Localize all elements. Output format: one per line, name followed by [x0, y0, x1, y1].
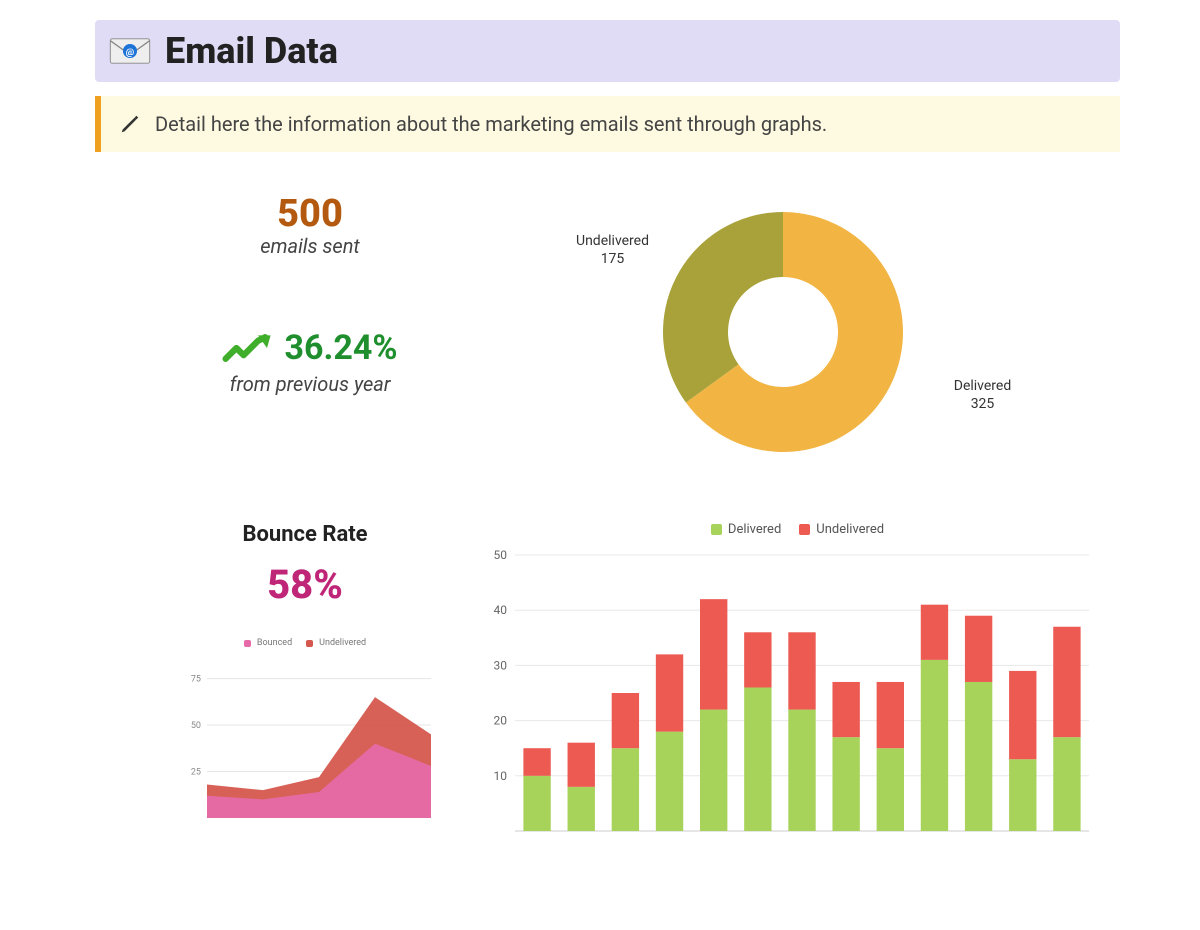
legend-bounced: Bounced — [244, 638, 292, 648]
pen-icon — [119, 113, 141, 135]
svg-text:50: 50 — [494, 548, 508, 562]
delivery-bar-chart: 10 20 30 40 50 — [475, 545, 1095, 845]
trend-up-icon — [222, 331, 276, 365]
delivered-label: Delivered 325 — [923, 377, 1043, 413]
detail-text: Detail here the information about the ma… — [155, 112, 827, 136]
svg-text:30: 30 — [494, 658, 508, 672]
bounce-legend: Bounced Undelivered — [175, 638, 435, 648]
svg-text:20: 20 — [494, 714, 508, 728]
detail-banner: Detail here the information about the ma… — [95, 96, 1120, 152]
page-header: @ Email Data — [95, 20, 1120, 82]
growth-percent: 36.24% — [284, 328, 397, 368]
bounce-rate-value: 58% — [135, 561, 475, 608]
emails-sent-value: 500 — [155, 192, 465, 236]
legend-undelivered-bar: Undelivered — [799, 522, 884, 537]
undelivered-label: Undelivered 175 — [553, 232, 673, 268]
svg-text:25: 25 — [191, 768, 201, 778]
svg-text:@: @ — [126, 47, 135, 58]
legend-delivered: Delivered — [711, 522, 781, 537]
email-icon: @ — [109, 36, 151, 66]
svg-text:10: 10 — [494, 769, 508, 783]
delivery-donut-chart: Undelivered 175 Delivered 325 — [543, 192, 1043, 472]
svg-text:40: 40 — [494, 603, 508, 617]
bounce-area-chart: Bounced Undelivered 25 50 75 — [175, 638, 435, 828]
emails-sent-label: emails sent — [155, 234, 465, 258]
growth-block: 36.24% from previous year — [155, 328, 465, 396]
emails-sent-block: 500 emails sent — [155, 192, 465, 258]
bar-chart-legend: Delivered Undelivered — [475, 522, 1120, 537]
legend-undelivered: Undelivered — [306, 638, 366, 648]
svg-text:50: 50 — [191, 721, 201, 731]
page-title: Email Data — [165, 30, 338, 72]
svg-text:75: 75 — [191, 675, 201, 685]
growth-label: from previous year — [230, 372, 391, 396]
bounce-rate-title: Bounce Rate — [135, 522, 475, 547]
